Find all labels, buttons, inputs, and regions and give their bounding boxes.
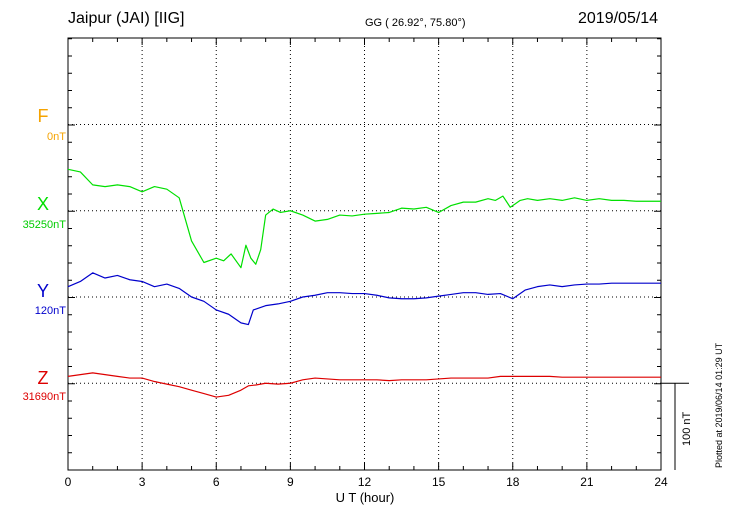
series-label-z: Z <box>37 368 49 388</box>
series-z-line <box>67 372 661 398</box>
x-tick-label: 24 <box>654 475 668 489</box>
plotted-timestamp: Plotted at 2019/06/14 01:29 UT <box>714 342 724 468</box>
baseline-y: 120nT <box>34 305 66 317</box>
date-label: 2019/05/14 <box>578 10 659 27</box>
x-tick-label: 15 <box>432 475 446 489</box>
station-title: Jaipur (JAI) [IIG] <box>68 10 185 27</box>
x-tick-label: 12 <box>358 475 372 489</box>
x-tick-label: 6 <box>213 475 220 489</box>
baseline-z: 31690nT <box>22 391 66 403</box>
geographic-coords: GG ( 26.92°, 75.80°) <box>365 17 466 29</box>
scale-bar-label: 100 nT <box>681 411 693 446</box>
x-tick-label: 9 <box>287 475 294 489</box>
series-lines <box>67 168 661 398</box>
grid <box>68 38 661 470</box>
series-y-line <box>67 272 661 326</box>
x-tick-label: 3 <box>139 475 146 489</box>
series-label-f: F <box>37 106 49 126</box>
x-tick-label: 0 <box>65 475 72 489</box>
baseline-x: 35250nT <box>22 219 66 231</box>
x-tick-label: 18 <box>506 475 520 489</box>
x-axis-title: U T (hour) <box>336 490 395 505</box>
x-tick-label: 21 <box>580 475 594 489</box>
series-label-y: Y <box>36 281 49 301</box>
x-tick-labels: 0 3 6 9 12 15 18 21 24 <box>65 475 668 489</box>
scale-bar <box>661 382 689 470</box>
baseline-f: 0nT <box>47 131 66 143</box>
series-label-x: X <box>36 194 49 214</box>
axis-ticks <box>67 38 662 471</box>
series-x-line <box>67 168 661 269</box>
